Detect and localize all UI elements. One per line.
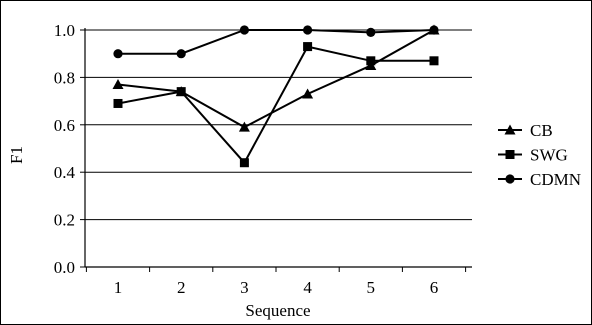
legend-marker-swg (505, 150, 515, 159)
legend-item-cb: CB (498, 121, 553, 140)
x-tick-label: 5 (367, 278, 376, 297)
series-line-swg (117, 45, 434, 165)
series-group (112, 24, 440, 168)
cdmn-marker (303, 25, 313, 35)
series-swg (113, 42, 439, 168)
cdmn-marker (239, 25, 249, 35)
y-tick-label: 0.0 (54, 258, 75, 277)
x-tick-label: 2 (177, 278, 186, 297)
cdmn-marker (176, 49, 186, 59)
y-tick-label: 0.8 (54, 68, 75, 87)
y-tick-labels: 0.0 0.2 0.4 0.6 0.8 1.0 (54, 21, 76, 277)
y-tick-label: 0.2 (54, 211, 75, 230)
swg-marker (303, 42, 313, 52)
x-axis-label: Sequence (245, 301, 310, 320)
y-axis-label: F1 (7, 146, 26, 164)
x-tick-label: 6 (430, 278, 439, 297)
series-cdmn (113, 25, 439, 59)
y-tick-label: 0.4 (54, 163, 76, 182)
x-tick-label: 4 (303, 278, 312, 297)
swg-marker (176, 87, 186, 97)
y-tick-label: 1.0 (54, 21, 75, 40)
cdmn-marker (366, 27, 376, 37)
swg-marker (366, 56, 376, 66)
legend-marker-cb (504, 124, 516, 135)
cb-marker (112, 79, 124, 90)
legend-label-swg: SWG (530, 146, 568, 165)
cb-marker (238, 121, 250, 132)
y-tick-label: 0.6 (54, 116, 75, 135)
swg-marker (113, 98, 123, 108)
legend: CB SWG CDMN (498, 121, 581, 189)
axes (80, 28, 472, 272)
legend-marker-cdmn (505, 174, 515, 184)
legend-item-cdmn: CDMN (498, 170, 581, 189)
x-tick-labels: 1 2 3 4 5 6 (114, 278, 439, 297)
x-tick-label: 3 (240, 278, 249, 297)
x-tick-label: 1 (114, 278, 123, 297)
legend-label-cb: CB (530, 121, 553, 140)
legend-item-swg: SWG (498, 146, 568, 165)
cdmn-marker (429, 25, 439, 35)
swg-marker (239, 158, 249, 168)
cb-marker (302, 88, 314, 99)
legend-label-cdmn: CDMN (530, 170, 581, 189)
cdmn-marker (113, 49, 123, 59)
swg-marker (429, 56, 439, 66)
series-line-cdmn (118, 29, 435, 55)
series-line-cb (117, 29, 435, 129)
